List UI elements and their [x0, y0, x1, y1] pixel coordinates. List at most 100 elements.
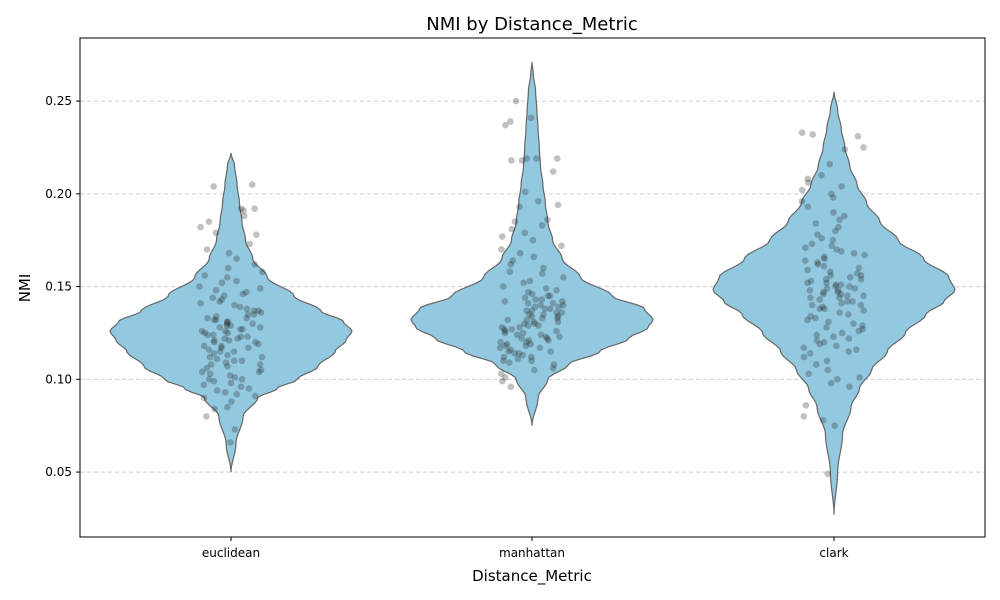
data-point-clark	[806, 350, 814, 357]
data-point-clark	[822, 275, 830, 283]
data-point-manhattan	[553, 155, 561, 162]
data-point-manhattan	[502, 327, 509, 335]
data-point-clark	[821, 255, 828, 263]
data-point-manhattan	[537, 331, 545, 339]
data-point-euclidean	[237, 325, 244, 333]
data-point-euclidean	[210, 337, 218, 344]
data-point-euclidean	[204, 331, 211, 339]
data-point-clark	[846, 274, 854, 281]
y-tick-label: 0.15	[45, 280, 72, 294]
data-point-euclidean	[256, 361, 264, 368]
data-point-euclidean	[200, 381, 208, 389]
data-point-euclidean	[236, 303, 244, 311]
data-point-manhattan	[544, 216, 551, 224]
data-point-clark	[807, 312, 814, 320]
data-point-clark	[836, 294, 843, 302]
data-point-manhattan	[555, 303, 562, 311]
data-point-clark	[854, 133, 862, 140]
data-point-euclidean	[210, 350, 218, 357]
data-point-euclidean	[218, 344, 225, 352]
data-point-euclidean	[205, 346, 213, 353]
data-point-euclidean	[256, 324, 264, 331]
data-point-manhattan	[499, 377, 506, 385]
data-point-euclidean	[246, 240, 254, 248]
data-point-clark	[813, 337, 821, 344]
data-point-euclidean	[206, 353, 214, 361]
data-point-manhattan	[533, 155, 540, 162]
data-point-manhattan	[500, 357, 507, 365]
data-point-clark	[805, 370, 813, 378]
data-point-manhattan	[511, 218, 519, 225]
data-point-manhattan	[531, 303, 539, 311]
data-point-euclidean	[255, 368, 263, 376]
x-axis-ticks: euclidean manhattan clark	[202, 537, 849, 560]
data-point-clark	[800, 413, 808, 420]
data-point-manhattan	[508, 157, 515, 164]
data-point-euclidean	[205, 218, 213, 225]
data-point-clark	[835, 286, 842, 294]
data-point-clark	[816, 340, 824, 348]
data-point-euclidean	[204, 314, 211, 322]
data-point-clark	[860, 144, 867, 151]
data-point-manhattan	[498, 370, 505, 378]
data-point-clark	[861, 251, 868, 259]
data-point-euclidean	[218, 296, 226, 303]
data-point-manhattan	[547, 348, 554, 355]
data-point-manhattan	[529, 236, 537, 244]
data-point-euclidean	[203, 246, 211, 253]
data-point-euclidean	[250, 307, 258, 314]
data-point-manhattan	[521, 229, 529, 237]
data-point-clark	[823, 285, 831, 292]
data-point-manhattan	[547, 305, 554, 313]
data-point-manhattan	[521, 294, 529, 302]
data-point-manhattan	[544, 292, 552, 300]
data-point-manhattan	[512, 97, 520, 105]
data-point-euclidean	[238, 376, 246, 383]
data-point-manhattan	[500, 353, 508, 361]
data-point-manhattan	[507, 118, 514, 125]
data-point-manhattan	[513, 331, 521, 339]
data-point-clark	[798, 129, 806, 136]
data-point-manhattan	[543, 335, 551, 342]
data-point-euclidean	[257, 309, 265, 316]
data-point-euclidean	[203, 413, 210, 420]
data-point-clark	[860, 307, 868, 314]
data-point-manhattan	[526, 311, 533, 318]
data-point-euclidean	[218, 342, 225, 350]
data-point-manhattan	[507, 383, 515, 391]
data-point-euclidean	[225, 249, 233, 257]
data-point-clark	[823, 324, 830, 331]
data-point-manhattan	[514, 355, 522, 363]
data-point-euclidean	[223, 274, 231, 281]
data-point-clark	[823, 357, 831, 365]
data-point-euclidean	[206, 370, 214, 378]
data-point-clark	[829, 194, 837, 201]
data-point-clark	[805, 179, 812, 186]
data-point-clark	[856, 374, 863, 381]
data-point-euclidean	[251, 261, 259, 268]
data-point-manhattan	[556, 333, 563, 340]
data-point-clark	[809, 131, 816, 138]
data-point-clark	[802, 244, 809, 251]
data-point-clark	[844, 298, 851, 305]
violin-euclidean	[109, 152, 353, 473]
data-point-clark	[807, 294, 814, 302]
data-point-euclidean	[239, 325, 246, 333]
data-point-euclidean	[224, 264, 232, 272]
data-point-euclidean	[223, 320, 231, 327]
data-point-euclidean	[224, 318, 232, 326]
data-point-euclidean	[220, 292, 228, 300]
data-point-manhattan	[498, 233, 506, 240]
data-point-manhattan	[518, 157, 526, 164]
data-point-manhattan	[519, 351, 527, 359]
chart-title: NMI by Distance_Metric	[426, 14, 638, 35]
data-point-clark	[804, 175, 811, 183]
data-point-clark	[841, 146, 849, 153]
data-point-euclidean	[242, 288, 250, 296]
data-point-euclidean	[228, 398, 235, 405]
data-point-manhattan	[554, 312, 562, 320]
data-point-clark	[837, 290, 845, 298]
data-point-manhattan	[518, 335, 525, 342]
data-point-clark	[855, 327, 863, 335]
data-point-euclidean	[243, 314, 250, 322]
